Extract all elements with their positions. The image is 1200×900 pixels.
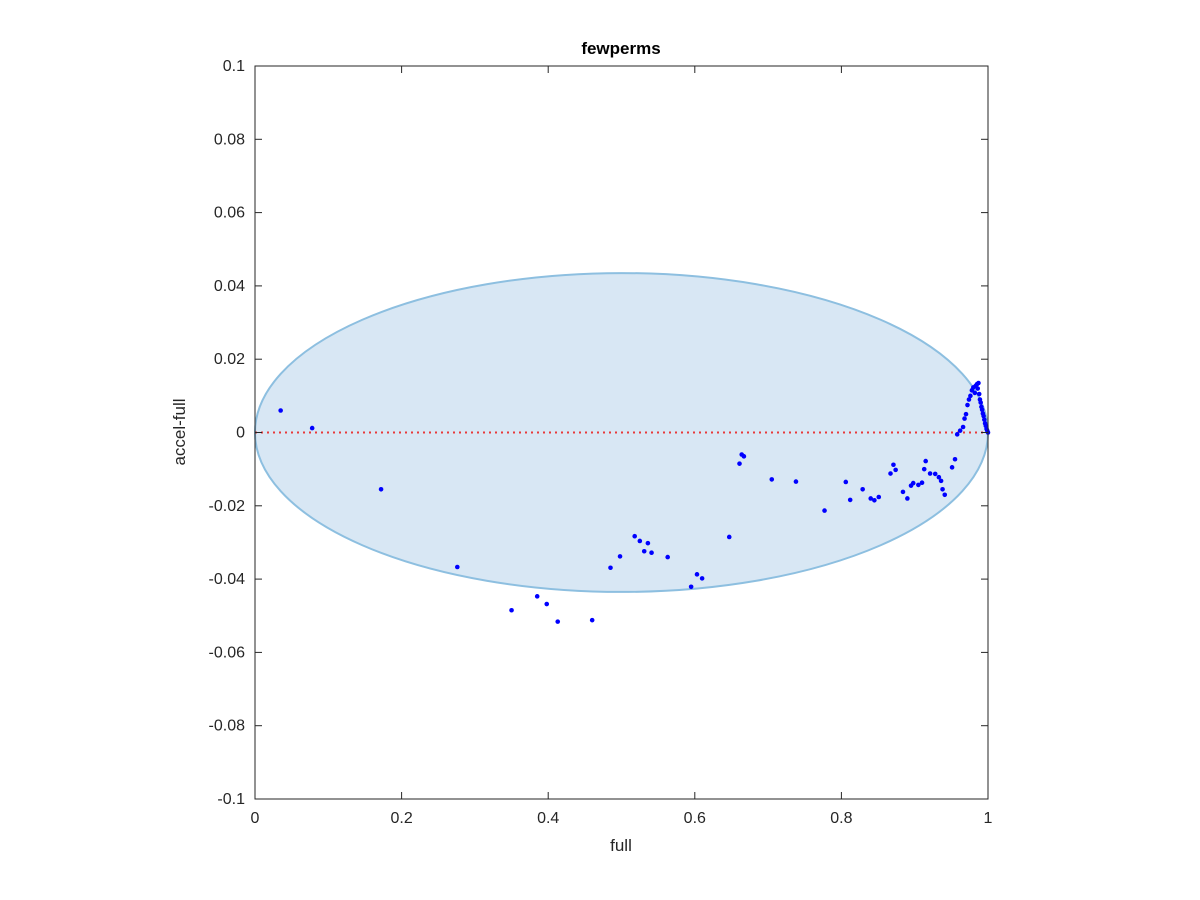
data-point	[975, 386, 981, 391]
data-point	[699, 576, 705, 581]
data-point	[979, 407, 985, 413]
data-point	[509, 607, 514, 613]
data-point	[793, 479, 799, 484]
y-tick-label: 0.06	[214, 205, 245, 222]
data-point	[921, 466, 927, 472]
data-point	[940, 487, 945, 492]
data-point	[665, 554, 670, 560]
data-point	[949, 465, 955, 470]
data-point	[637, 538, 643, 544]
data-point	[932, 471, 938, 477]
data-point	[641, 548, 647, 554]
data-point	[952, 456, 958, 462]
data-point	[954, 432, 960, 437]
x-tick-label: 0.6	[684, 810, 706, 827]
plot-area: 0 0.2 0.4 0.6 0.8 1 -0.1 -0.08 -0.06 -0.04 -0.02 0…	[209, 58, 993, 827]
data-point	[982, 417, 987, 422]
y-tick-label: -0.06	[209, 644, 246, 661]
x-tick-label: 0.8	[830, 810, 852, 827]
data-point	[966, 397, 972, 402]
data-point	[972, 390, 978, 396]
data-point	[891, 462, 896, 468]
x-axis-title: full	[610, 836, 632, 855]
data-point	[938, 478, 944, 484]
data-point	[455, 564, 460, 570]
data-point	[876, 494, 882, 500]
data-point	[860, 487, 865, 492]
data-point	[888, 471, 893, 476]
data-point	[900, 489, 906, 495]
data-point	[927, 471, 933, 476]
y-tick-label: 0.1	[223, 58, 245, 75]
data-points-layer	[278, 380, 991, 624]
data-point	[688, 584, 694, 590]
data-point	[919, 480, 925, 486]
x-tick-label: 1	[984, 810, 993, 827]
data-point	[978, 400, 983, 405]
data-point	[960, 424, 966, 430]
x-axis-ticks: 0 0.2 0.4 0.6 0.8 1	[251, 66, 993, 827]
data-point	[872, 498, 877, 503]
data-point	[976, 391, 982, 397]
data-point	[843, 479, 849, 485]
x-tick-label: 0.4	[537, 810, 559, 827]
data-point	[726, 534, 732, 540]
y-tick-label: -0.1	[217, 791, 245, 808]
data-point	[923, 458, 928, 464]
data-point	[645, 540, 651, 546]
data-point	[963, 411, 969, 417]
data-point	[534, 594, 540, 599]
data-point	[868, 496, 874, 501]
x-tick-label: 0	[251, 810, 260, 827]
x-tick-label: 0.2	[390, 810, 412, 827]
data-point	[769, 477, 775, 482]
data-point	[936, 474, 942, 480]
data-point	[278, 408, 283, 413]
data-point	[617, 554, 623, 559]
data-point	[694, 572, 700, 577]
chart-title: fewperms	[581, 39, 660, 58]
data-point	[589, 617, 595, 623]
y-tick-label: -0.04	[209, 571, 246, 588]
data-point	[981, 413, 986, 419]
data-point	[555, 619, 561, 624]
data-point	[737, 461, 742, 466]
data-point	[965, 402, 970, 408]
data-point	[378, 487, 384, 492]
data-point	[741, 454, 747, 459]
y-tick-label: 0.02	[214, 351, 245, 368]
y-tick-label: 0.04	[214, 278, 245, 295]
y-axis-title: accel-full	[170, 398, 189, 465]
y-tick-label: 0.08	[214, 131, 245, 148]
data-point	[905, 496, 910, 501]
y-tick-label: -0.02	[209, 498, 246, 515]
y-tick-label: 0	[236, 425, 245, 442]
data-point	[968, 393, 973, 399]
data-point	[309, 425, 315, 431]
data-point	[847, 497, 853, 503]
y-axis-ticks: -0.1 -0.08 -0.06 -0.04 -0.02 0 0.02 0.04 0.06 0.0…	[209, 58, 988, 808]
data-point	[649, 550, 654, 556]
data-point	[916, 482, 921, 488]
data-point	[608, 565, 613, 571]
data-point	[822, 508, 827, 513]
data-point	[957, 428, 963, 433]
data-point	[893, 467, 898, 473]
data-point	[962, 416, 967, 421]
data-point	[632, 533, 637, 539]
y-tick-label: -0.08	[209, 718, 246, 735]
data-point	[910, 480, 916, 486]
data-point	[976, 380, 981, 386]
data-point	[544, 601, 550, 607]
data-point	[942, 492, 948, 498]
